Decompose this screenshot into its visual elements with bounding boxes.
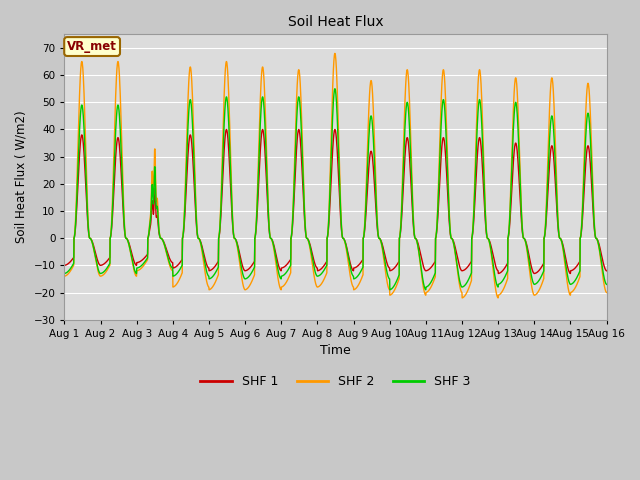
- SHF 2: [61, 273, 68, 279]
- SHF 2: [363, 159, 371, 165]
- SHF 2: [494, 295, 502, 301]
- SHF 1: [556, 234, 563, 240]
- SHF 3: [603, 281, 611, 287]
- SHF 3: [61, 271, 68, 276]
- SHF 2: [212, 278, 220, 284]
- SHF 3: [422, 287, 429, 293]
- SHF 1: [570, 266, 578, 272]
- SHF 2: [351, 286, 359, 292]
- SHF 2: [603, 289, 611, 295]
- SHF 1: [223, 127, 230, 132]
- SHF 2: [570, 287, 578, 292]
- SHF 1: [212, 263, 220, 268]
- SHF 3: [331, 86, 339, 92]
- X-axis label: Time: Time: [320, 344, 351, 357]
- SHF 1: [351, 265, 359, 271]
- Text: VR_met: VR_met: [67, 40, 117, 53]
- SHF 3: [493, 283, 501, 289]
- SHF 2: [556, 232, 563, 238]
- Line: SHF 1: SHF 1: [65, 130, 607, 274]
- SHF 3: [351, 276, 359, 281]
- SHF 3: [556, 233, 563, 239]
- SHF 1: [531, 271, 538, 276]
- SHF 3: [212, 269, 220, 275]
- SHF 1: [493, 267, 501, 273]
- Line: SHF 3: SHF 3: [65, 89, 607, 290]
- SHF 2: [331, 50, 339, 56]
- SHF 2: [493, 293, 501, 299]
- Title: Soil Heat Flux: Soil Heat Flux: [288, 15, 383, 29]
- SHF 1: [363, 193, 371, 199]
- SHF 3: [363, 176, 371, 181]
- Y-axis label: Soil Heat Flux ( W/m2): Soil Heat Flux ( W/m2): [15, 111, 28, 243]
- SHF 3: [570, 279, 578, 285]
- Legend: SHF 1, SHF 2, SHF 3: SHF 1, SHF 2, SHF 3: [195, 371, 476, 394]
- SHF 1: [603, 268, 611, 274]
- Line: SHF 2: SHF 2: [65, 53, 607, 298]
- SHF 1: [61, 263, 68, 268]
